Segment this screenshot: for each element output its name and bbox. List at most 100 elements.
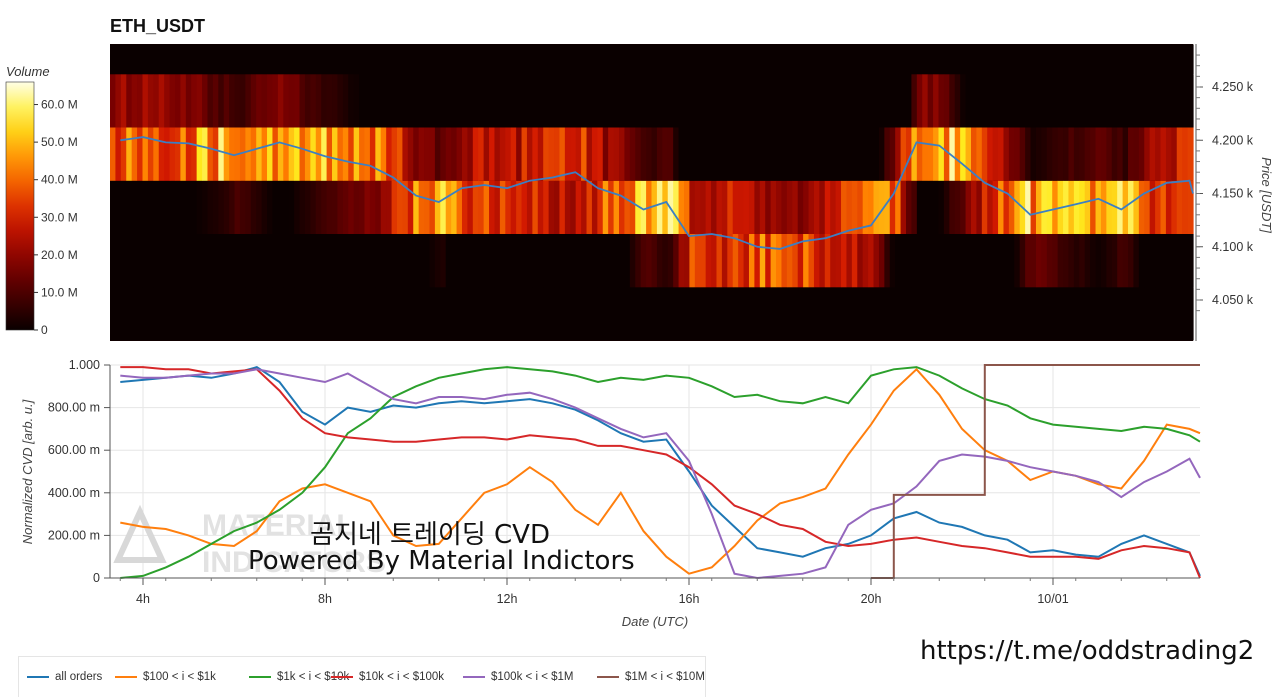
heatmap-cell (434, 127, 441, 181)
heatmap-cell (418, 287, 425, 341)
heatmap-cell (954, 180, 961, 234)
heatmap-cell (813, 44, 820, 75)
heatmap-cell (976, 74, 983, 128)
heatmap-cell (494, 287, 501, 341)
heatmap-cell (765, 127, 772, 181)
heatmap-cell (667, 234, 674, 288)
heatmap-cell (1035, 74, 1042, 128)
heatmap-cell (223, 234, 230, 288)
heatmap-cell (180, 180, 187, 234)
heatmap-cell (532, 234, 539, 288)
heatmap-cell (1063, 44, 1070, 75)
heatmap-cell (776, 180, 783, 234)
heatmap-cell (591, 180, 598, 234)
logo-text: INDICATORS (202, 546, 386, 579)
heatmap-cell (483, 180, 490, 234)
heatmap-cell (862, 74, 869, 128)
heatmap-cell (960, 44, 967, 75)
heatmap-cell (521, 180, 528, 234)
heatmap-cell (364, 287, 371, 341)
heatmap-cell (954, 74, 961, 128)
heatmap-cell (878, 180, 885, 234)
heatmap-cell (402, 74, 409, 128)
heatmap-cell (1041, 234, 1048, 288)
heatmap-cell (137, 74, 144, 128)
legend-label: $100k < i < $1M (491, 671, 574, 683)
heatmap-cell (131, 44, 138, 75)
heatmap-cell (819, 287, 826, 341)
heatmap-cell (397, 74, 404, 128)
heatmap-cell (120, 74, 127, 128)
legend-item[interactable]: $10k < i < $100k (331, 671, 444, 683)
heatmap-cell (998, 74, 1005, 128)
heatmap-cell (1117, 180, 1124, 234)
heatmap-cell (824, 127, 831, 181)
legend-item[interactable]: all orders (27, 671, 102, 683)
heatmap-cell (970, 44, 977, 75)
legend-item[interactable]: $100 < i < $1k (115, 671, 216, 683)
heatmap-cell (440, 44, 447, 75)
heatmap-cell (548, 180, 555, 234)
heatmap-cell (624, 74, 631, 128)
heatmap-cell (310, 44, 317, 75)
legend-swatch (249, 675, 271, 678)
heatmap-cell (548, 287, 555, 341)
heatmap-cell (526, 74, 533, 128)
heatmap-cell (1025, 287, 1032, 341)
heatmap-cell (1030, 74, 1037, 128)
heatmap-cell (153, 127, 160, 181)
heatmap-cell (126, 74, 133, 128)
heatmap-cell (591, 234, 598, 288)
heatmap-cell (353, 234, 360, 288)
heatmap-cell (456, 127, 463, 181)
heatmap-cell (884, 127, 891, 181)
heatmap-cell (391, 74, 398, 128)
heatmap-cell (380, 180, 387, 234)
heatmap-cell (1008, 234, 1015, 288)
heatmap-cell (1073, 127, 1080, 181)
heatmap-cell (342, 127, 349, 181)
heatmap-cell (895, 74, 902, 128)
heatmap-cell (727, 127, 734, 181)
heatmap-cell (180, 74, 187, 128)
heatmap-cell (1052, 180, 1059, 234)
legend-item[interactable]: $1k < i < $10k (249, 671, 349, 683)
heatmap-cell (1008, 287, 1015, 341)
heatmap-cell (765, 234, 772, 288)
legend-item[interactable]: $1M < i < $10M (597, 671, 705, 683)
heatmap-cell (386, 74, 393, 128)
heatmap-cell (895, 234, 902, 288)
heatmap-cell (418, 234, 425, 288)
legend-item[interactable]: $100k < i < $1M (463, 671, 573, 683)
telegram-url[interactable]: https://t.me/oddstrading2 (920, 636, 1255, 666)
heatmap-cell (819, 74, 826, 128)
heatmap-cell (640, 234, 647, 288)
heatmap-cell (635, 44, 642, 75)
heatmap-cell (1165, 180, 1172, 234)
heatmap-cell (505, 180, 512, 234)
heatmap-cell (218, 44, 225, 75)
heatmap-cell (115, 287, 122, 341)
heatmap-cell (543, 127, 550, 181)
heatmap-cell (635, 234, 642, 288)
heatmap-cell (911, 74, 918, 128)
heatmap-cell (770, 234, 777, 288)
heatmap-cell (1084, 234, 1091, 288)
heatmap-cell (158, 44, 165, 75)
heatmap-cell (683, 234, 690, 288)
volume-heatmap[interactable] (110, 44, 1194, 341)
price-line (120, 136, 1194, 250)
heatmap-cell (819, 127, 826, 181)
heatmap-cell (445, 180, 452, 234)
heatmap-cell (586, 74, 593, 128)
heatmap-cell (516, 127, 523, 181)
heatmap-cell (261, 180, 268, 234)
heatmap-cell (1111, 234, 1118, 288)
cvd-lines[interactable] (120, 364, 1201, 580)
heatmap-cell (732, 234, 739, 288)
heatmap-cell (207, 44, 214, 75)
heatmap-cell (564, 127, 571, 181)
heatmap-cell (575, 127, 582, 181)
heatmap-cell (250, 287, 257, 341)
heatmap-cell (841, 234, 848, 288)
